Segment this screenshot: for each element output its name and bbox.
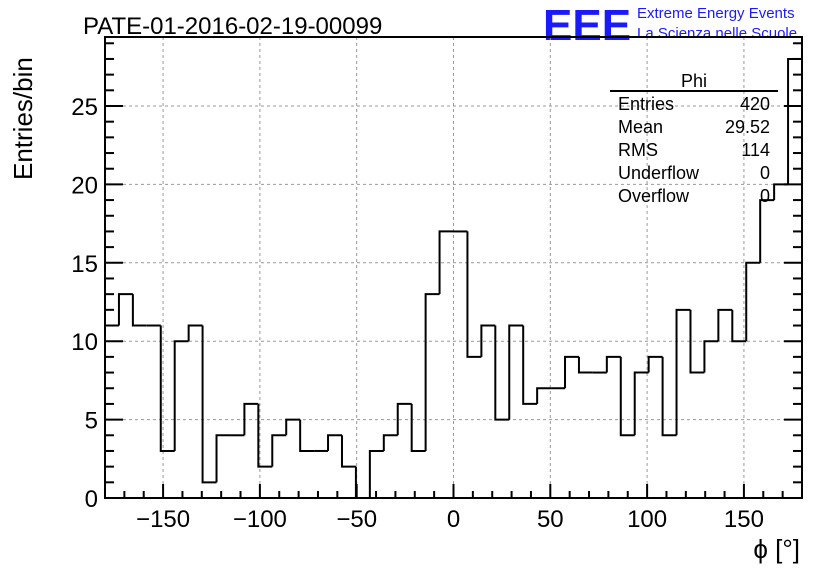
histogram-bin bbox=[243, 402, 259, 436]
x-tick-label: −100 bbox=[233, 506, 287, 533]
stats-title: Phi bbox=[681, 71, 707, 91]
x-tick-label: −50 bbox=[336, 506, 377, 533]
histogram-bin bbox=[675, 308, 691, 436]
stats-row-label: Underflow bbox=[618, 163, 700, 183]
histogram-bin bbox=[577, 356, 593, 374]
histogram-bin bbox=[564, 355, 579, 389]
histogram-bin bbox=[257, 403, 273, 468]
histogram-bin bbox=[396, 402, 412, 436]
y-tick-label: 20 bbox=[71, 172, 98, 199]
stats-rows: Entries 420 Mean 29.52 RMS 114 Underflow 0 Overf… bbox=[618, 94, 770, 206]
histogram-bin bbox=[159, 325, 175, 452]
histogram-bin bbox=[605, 355, 621, 373]
chart-title: PATE-01-2016-02-19-00099 bbox=[83, 13, 382, 40]
histogram-bin bbox=[104, 324, 119, 498]
axis-ticks bbox=[104, 42, 803, 499]
histogram-bin bbox=[619, 356, 635, 437]
grid bbox=[105, 37, 802, 498]
histogram-bin bbox=[494, 325, 510, 421]
histogram-bin bbox=[340, 435, 356, 468]
y-tick-label: 0 bbox=[85, 486, 98, 513]
histogram-bin bbox=[438, 230, 454, 295]
histogram-bin bbox=[201, 325, 217, 484]
stats-row-value: 420 bbox=[740, 94, 770, 114]
histogram-bin bbox=[703, 340, 719, 373]
stats-row-label: Overflow bbox=[618, 186, 690, 206]
logo-line1: Extreme Energy Events bbox=[637, 5, 795, 22]
x-tick-label: −150 bbox=[136, 506, 190, 533]
histogram-bin bbox=[382, 434, 398, 451]
stats-row-value: 29.52 bbox=[725, 117, 770, 137]
histogram-bin bbox=[271, 434, 287, 467]
histogram-bin bbox=[522, 325, 538, 405]
histogram-bin bbox=[773, 183, 789, 201]
logo-mark: EEE bbox=[543, 1, 631, 50]
stats-box: Phi Entries 420 Mean 29.52 RMS 114 Underflow 0 O… bbox=[610, 71, 778, 206]
stats-row-value: 0 bbox=[760, 186, 770, 206]
histogram-bin bbox=[327, 434, 342, 451]
x-tick-label: 150 bbox=[724, 506, 764, 533]
stats-row-value: 0 bbox=[760, 163, 770, 183]
histogram-bin bbox=[285, 418, 301, 436]
histogram-bin bbox=[117, 293, 133, 326]
x-tick-label: 0 bbox=[447, 506, 460, 533]
histogram-bin bbox=[299, 419, 315, 452]
histogram-bin bbox=[717, 308, 733, 342]
histogram-bin bbox=[173, 340, 189, 451]
x-tick-label: 50 bbox=[537, 506, 564, 533]
eee-logo: EEE Extreme Energy Events La Scienza nel… bbox=[543, 1, 797, 50]
y-axis-label: Entries/bin bbox=[8, 57, 38, 180]
histogram-bin bbox=[368, 449, 384, 498]
stats-row-label: RMS bbox=[618, 140, 658, 160]
histogram-bin bbox=[131, 294, 147, 327]
histogram-bin bbox=[759, 199, 775, 263]
stats-row-value: 114 bbox=[741, 140, 770, 160]
x-tick-label: 100 bbox=[627, 506, 667, 533]
histogram-bin bbox=[633, 371, 649, 436]
histogram-bin bbox=[480, 324, 496, 357]
stats-row-label: Mean bbox=[618, 117, 663, 137]
x-tick-labels: −150 −100 −50 0 50 100 150 bbox=[136, 506, 764, 533]
histogram-bin bbox=[536, 387, 552, 404]
y-tick-label: 5 bbox=[85, 408, 98, 435]
histogram-bin bbox=[647, 355, 663, 373]
x-axis-label: ϕ [°] bbox=[753, 534, 800, 564]
y-tick-label: 25 bbox=[71, 94, 98, 121]
logo-line2: La Scienza nelle Scuole bbox=[637, 25, 797, 42]
y-tick-label: 10 bbox=[71, 329, 98, 356]
histogram-bin bbox=[689, 309, 705, 374]
y-tick-labels: 0 5 10 15 20 25 bbox=[71, 94, 98, 513]
histogram-bin bbox=[661, 356, 677, 437]
histogram-bin bbox=[466, 231, 482, 358]
histogram-bin bbox=[745, 261, 761, 342]
histogram-bin bbox=[410, 403, 426, 452]
y-tick-label: 15 bbox=[71, 251, 98, 278]
histogram-bin bbox=[215, 434, 231, 483]
histogram-bin bbox=[187, 324, 203, 342]
histogram-bin bbox=[424, 293, 440, 451]
histogram-bin bbox=[508, 324, 524, 420]
histogram-bin bbox=[354, 466, 370, 499]
histogram-bin bbox=[731, 309, 747, 343]
stats-row-label: Entries bbox=[618, 94, 674, 114]
